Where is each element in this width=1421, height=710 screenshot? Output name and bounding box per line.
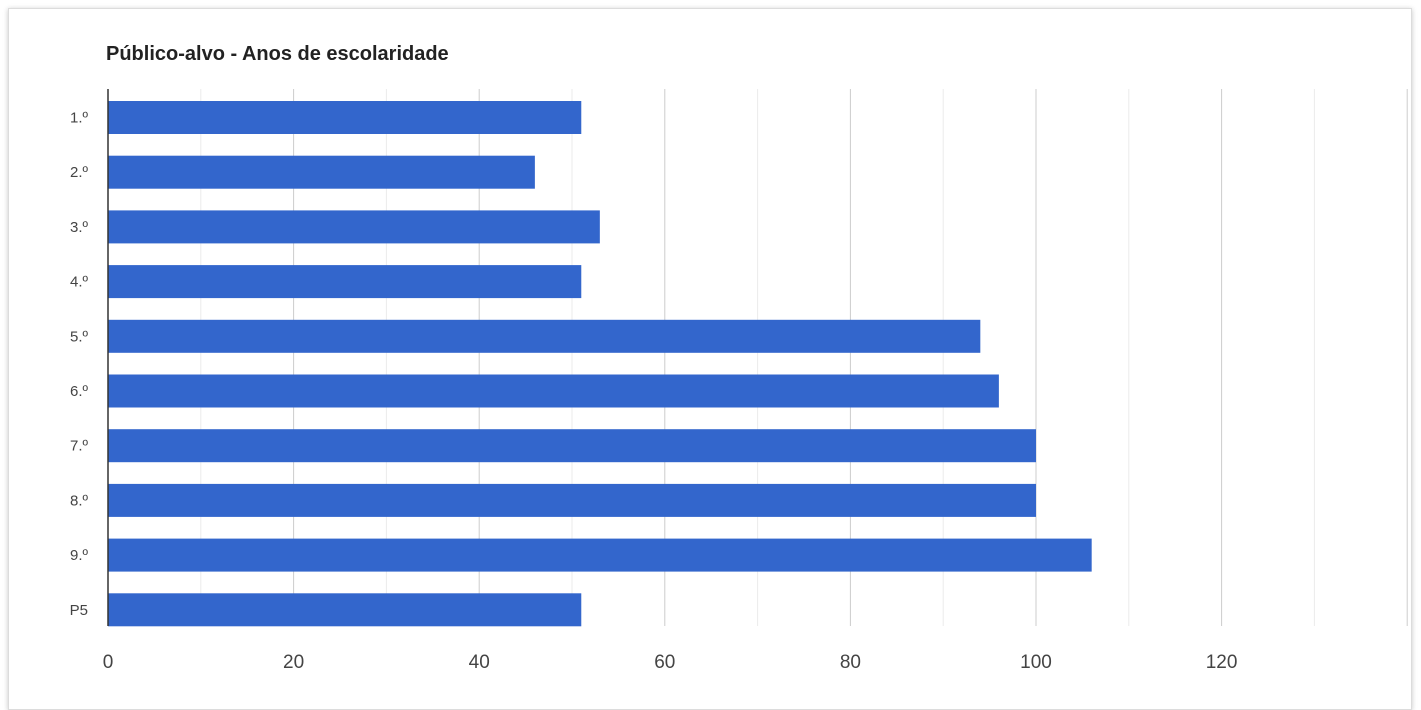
bar-2 (108, 155, 535, 189)
chart-title: Público-alvo - Anos de escolaridade (106, 43, 449, 65)
x-tick-label: 0 (103, 652, 114, 673)
y-tick-label: 3.º (70, 219, 89, 236)
bar-chart: 1.º 2.º 3.º 4.º 5.º 6.º 7.º 8.º 9.º P5 0 20 40 60 80 10… (70, 89, 1408, 673)
bar-5 (108, 319, 981, 353)
bar-6 (108, 374, 999, 408)
x-tick-label: 40 (469, 652, 490, 673)
bar-P5 (108, 593, 582, 627)
bar-8 (108, 483, 1036, 517)
y-tick-label: 6.º (70, 383, 89, 400)
x-tick-label: 20 (283, 652, 304, 673)
y-tick-label: 1.º (70, 110, 89, 127)
y-tick-label: 5.º (70, 328, 89, 345)
x-tick-label: 100 (1020, 652, 1052, 673)
y-tick-label: 4.º (70, 274, 89, 291)
x-tick-label: 60 (654, 652, 675, 673)
bar-4 (108, 265, 582, 299)
y-tick-label: 9.º (70, 547, 89, 564)
bar-1 (108, 101, 582, 134)
y-tick-label: 2.º (70, 164, 89, 181)
chart-card: Público-alvo - Anos de escolaridade 1.º 2… (8, 8, 1412, 710)
x-tick-label: 120 (1206, 652, 1238, 673)
y-tick-label: 8.º (70, 492, 89, 509)
y-tick-label: P5 (70, 602, 88, 619)
bar-9 (108, 538, 1092, 572)
x-tick-label: 80 (840, 652, 861, 673)
bar-7 (108, 429, 1036, 463)
bar-3 (108, 210, 600, 244)
y-tick-label: 7.º (70, 438, 89, 455)
